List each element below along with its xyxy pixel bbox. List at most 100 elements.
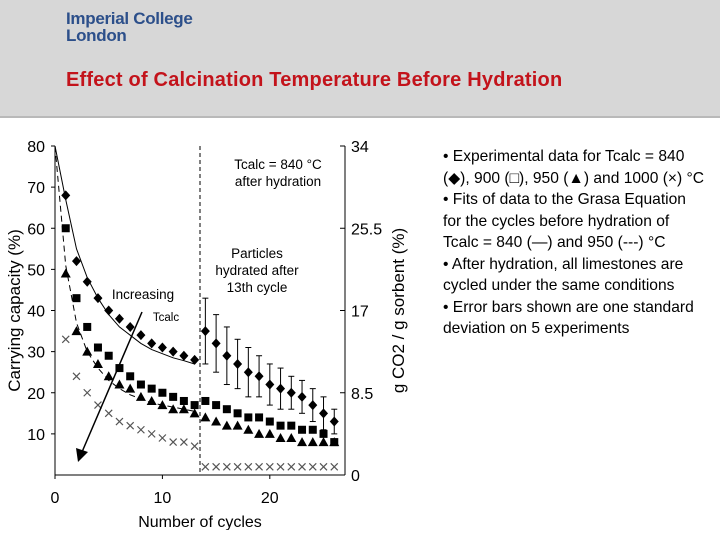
logo-line-2: London: [66, 26, 127, 45]
triangle-marker: [200, 412, 211, 422]
diamond-marker: [222, 350, 232, 361]
triangle-marker: [254, 428, 265, 438]
triangle-marker: [82, 346, 93, 356]
slide-title: Effect of Calcination Temperature Before…: [66, 69, 563, 91]
triangle-marker: [71, 326, 82, 336]
fit-curves: [54, 145, 195, 412]
fit-curve-dashed: [54, 145, 195, 412]
cross-marker: [158, 434, 167, 442]
cross-marker: [104, 409, 113, 418]
increasing-label-1: Increasing: [112, 287, 174, 302]
triangle-marker: [286, 432, 297, 442]
chart-axes: [51, 145, 346, 479]
x-axis-title: Number of cycles: [138, 514, 262, 530]
cross-marker: [233, 462, 242, 471]
diamond-marker: [308, 400, 318, 411]
cross-marker: [201, 462, 210, 471]
bullet-item-3: • After hydration, all limestones are cy…: [443, 255, 684, 295]
square-marker: [298, 425, 307, 434]
y2-tick-label: 0: [351, 468, 360, 485]
header-bar: [0, 0, 720, 116]
cross-marker: [244, 462, 253, 471]
particles-label-2: hydrated after: [215, 263, 299, 278]
y-tick-label: 70: [27, 180, 45, 197]
square-marker: [169, 392, 178, 401]
y-tick-label: 30: [27, 345, 45, 362]
diamond-marker: [200, 326, 210, 337]
square-marker: [61, 224, 70, 233]
increasing-arrow-head: [76, 448, 88, 462]
y2-axis-title: g CO2 / g sorbent (%): [389, 228, 408, 393]
cross-marker: [298, 462, 306, 471]
y2-tick-label: 34: [351, 139, 369, 156]
y-axis-title: Carrying capacity (%): [5, 229, 24, 392]
triangle-marker: [275, 432, 286, 442]
y-tick-label: 20: [27, 386, 45, 403]
square-marker: [212, 401, 221, 410]
square-marker: [276, 421, 285, 430]
triangle-marker: [114, 379, 125, 389]
logo-line-1: Imperial College: [66, 9, 193, 28]
square-marker: [179, 396, 188, 405]
header-divider: [0, 116, 720, 118]
cross-marker: [308, 462, 317, 471]
square-marker: [126, 372, 135, 381]
triangle-marker: [297, 437, 308, 447]
diamond-marker: [233, 358, 243, 369]
triangle-marker: [135, 391, 146, 401]
triangle-marker: [211, 416, 222, 426]
y-tick-label: 50: [27, 262, 45, 279]
data-markers: [60, 190, 340, 471]
x-tick-label: 20: [261, 490, 279, 507]
square-marker: [83, 322, 92, 331]
y-tick-label: 60: [27, 221, 45, 238]
cross-marker: [287, 462, 296, 471]
triangle-marker: [125, 383, 136, 393]
hydration-label-bottom: after hydration: [235, 174, 321, 189]
diamond-marker: [243, 367, 253, 378]
triangle-marker: [103, 371, 114, 381]
y2-tick-label: 25.5: [351, 221, 382, 238]
institution-logo: Imperial College London: [66, 10, 193, 44]
diamond-marker: [114, 313, 124, 324]
square-marker: [72, 294, 81, 303]
square-marker: [158, 388, 167, 397]
triangle-marker: [232, 420, 243, 430]
triangle-marker: [307, 437, 318, 447]
square-marker: [233, 409, 242, 418]
diamond-marker: [168, 346, 178, 357]
cross-marker: [115, 417, 124, 426]
chart-annotations: Tcalc = 840 °C after hydration Particles hy…: [76, 157, 322, 462]
y-tick-label: 10: [27, 427, 45, 444]
diamond-marker: [265, 379, 275, 390]
increasing-arrow-shaft: [81, 311, 143, 453]
cross-marker: [83, 388, 92, 397]
triangle-marker: [329, 437, 340, 447]
x-tick-label: 0: [51, 490, 60, 507]
bullet-item-1: • Experimental data for Tcalc = 840 (◆),…: [443, 148, 705, 187]
triangle-marker: [92, 358, 103, 368]
square-marker: [319, 429, 328, 438]
cross-marker: [190, 442, 199, 451]
hydration-label-top: Tcalc = 840 °C: [234, 157, 322, 172]
y2-tick-label: 17: [351, 304, 369, 321]
diamond-marker: [125, 321, 135, 332]
square-marker: [265, 417, 274, 426]
capacity-chart: 10 20 30 40 50 60 70 80 0 8.5 17 25.5 34 0 10 20 Number …: [5, 139, 408, 530]
bullet-item-2: • Fits of data to the Grasa Equation for…: [443, 191, 686, 251]
diamond-marker: [147, 338, 157, 349]
diamond-marker: [82, 276, 92, 287]
cross-marker: [255, 462, 263, 471]
triangle-marker: [168, 404, 179, 414]
diamond-marker: [179, 350, 189, 361]
triangle-marker: [221, 420, 232, 430]
fit-curve-solid: [54, 145, 195, 365]
diamond-marker: [104, 305, 114, 316]
cross-marker: [126, 421, 135, 430]
diamond-marker: [93, 293, 103, 304]
triangle-marker: [146, 395, 157, 405]
bullet-item-4: • Error bars shown are one standard devi…: [443, 298, 694, 338]
triangle-marker: [264, 428, 275, 438]
cross-marker: [222, 462, 231, 471]
cross-marker: [72, 372, 81, 381]
